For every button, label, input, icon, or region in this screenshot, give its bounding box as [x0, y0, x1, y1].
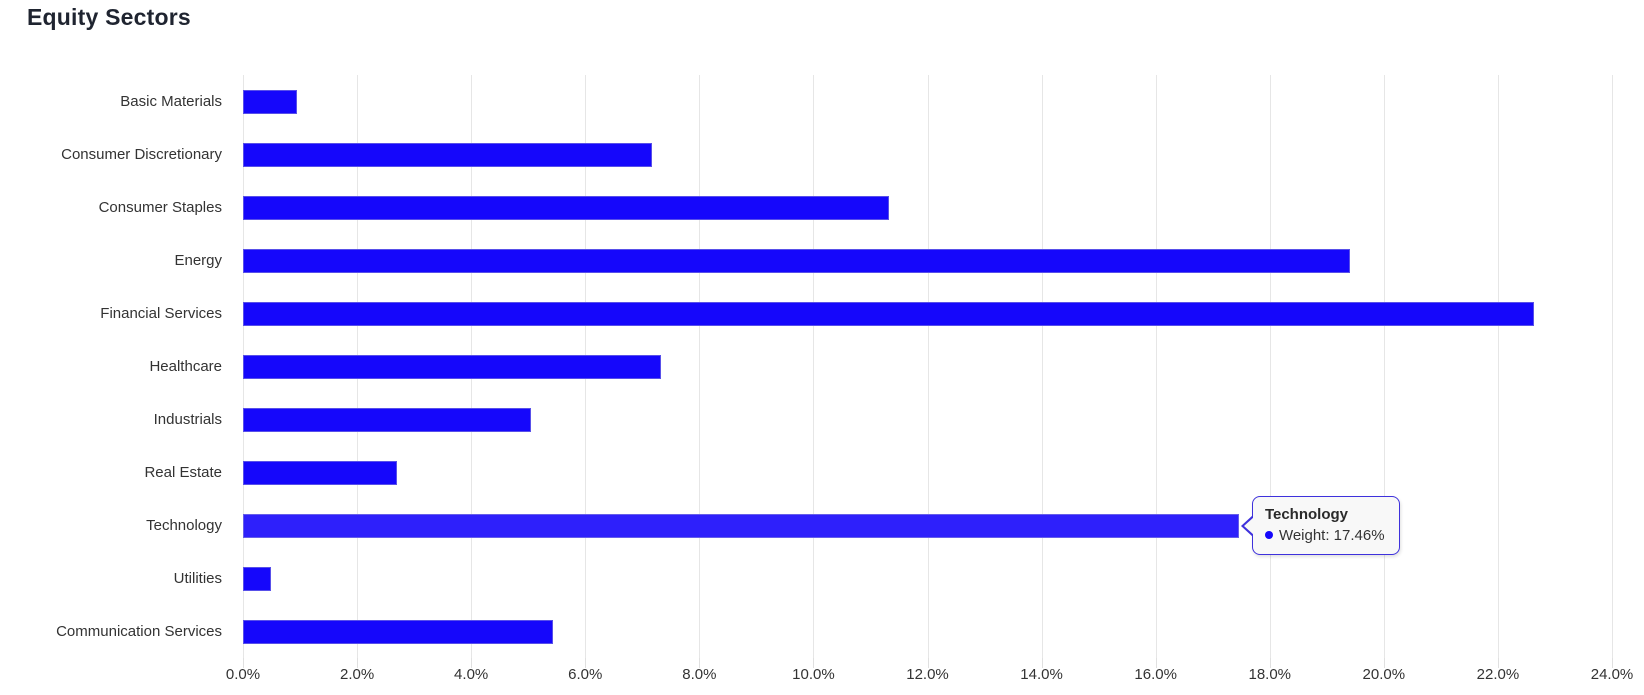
bar-consumer-staples[interactable] [243, 195, 889, 220]
gridline [1269, 75, 1271, 658]
gridline [1612, 75, 1613, 658]
bar-utilities[interactable] [243, 566, 271, 591]
category-label: Utilities [173, 570, 222, 587]
gridline [1041, 75, 1043, 658]
x-axis-tick-label: 2.0% [339, 666, 375, 683]
tooltip-value-text: Weight: 17.46% [1278, 527, 1385, 544]
bar-consumer-discretionary[interactable] [243, 142, 652, 167]
gridline [927, 75, 929, 658]
category-label: Consumer Staples [98, 199, 222, 216]
plot-area [243, 75, 1613, 668]
category-label: Industrials [153, 411, 222, 428]
axis-tick [1497, 658, 1499, 668]
x-axis-tick-label: 14.0% [1020, 666, 1063, 683]
x-axis-tick-label: 24.0% [1590, 666, 1634, 683]
category-label: Financial Services [100, 305, 222, 322]
bar-real-estate[interactable] [243, 460, 397, 485]
point-marker-icon [1264, 531, 1273, 539]
axis-tick [927, 658, 929, 668]
category-label: Basic Materials [120, 93, 222, 110]
x-axis-tick-label: 20.0% [1362, 666, 1406, 683]
tooltip: Technology Weight: 17.46% [1240, 496, 1400, 555]
gridline [1155, 75, 1157, 658]
category-label: Communication Services [56, 623, 222, 640]
x-axis-tick-label: 16.0% [1134, 666, 1177, 683]
bar-financial-services[interactable] [243, 301, 1535, 326]
gridline [1383, 75, 1385, 658]
chart-title: Equity Sectors [27, 4, 191, 30]
category-label: Consumer Discretionary [61, 146, 222, 163]
axis-tick [243, 658, 244, 668]
x-axis-tick-label: 12.0% [906, 666, 949, 683]
axis-tick [1383, 658, 1385, 668]
x-axis-tick-label: 22.0% [1476, 666, 1520, 683]
bar-healthcare[interactable] [243, 354, 662, 379]
axis-tick [357, 658, 359, 668]
gridline [1497, 75, 1499, 658]
category-label: Energy [174, 252, 222, 269]
bar-basic-materials[interactable] [243, 89, 297, 114]
x-axis-tick-label: 10.0% [792, 666, 835, 683]
x-axis-tick-label: 0.0% [225, 666, 261, 683]
x-axis-tick-label: 4.0% [454, 666, 489, 683]
category-label: Healthcare [149, 358, 222, 375]
axis-tick [699, 658, 701, 668]
x-axis-tick-label: 8.0% [682, 666, 717, 683]
axis-tick [471, 658, 473, 668]
axis-tick [813, 658, 815, 668]
category-label: Real Estate [144, 464, 222, 481]
bar-energy[interactable] [243, 248, 1351, 273]
gridline [699, 75, 701, 658]
bar-communication-services[interactable] [243, 619, 554, 644]
axis-tick [1269, 658, 1271, 668]
x-axis-tick-label: 18.0% [1248, 666, 1292, 683]
axis-tick [1155, 658, 1157, 668]
gridline [813, 75, 815, 658]
axis-tick [1041, 658, 1043, 668]
bar-industrials[interactable] [243, 407, 532, 432]
x-axis-tick-label: 6.0% [568, 666, 603, 683]
axis-tick [1612, 658, 1613, 668]
tooltip-series-title: Technology [1264, 506, 1348, 523]
bar-technology[interactable] [243, 513, 1239, 538]
axis-tick [585, 658, 587, 668]
tooltip-callout-arrow-icon [1243, 516, 1254, 535]
category-label: Technology [146, 517, 222, 534]
